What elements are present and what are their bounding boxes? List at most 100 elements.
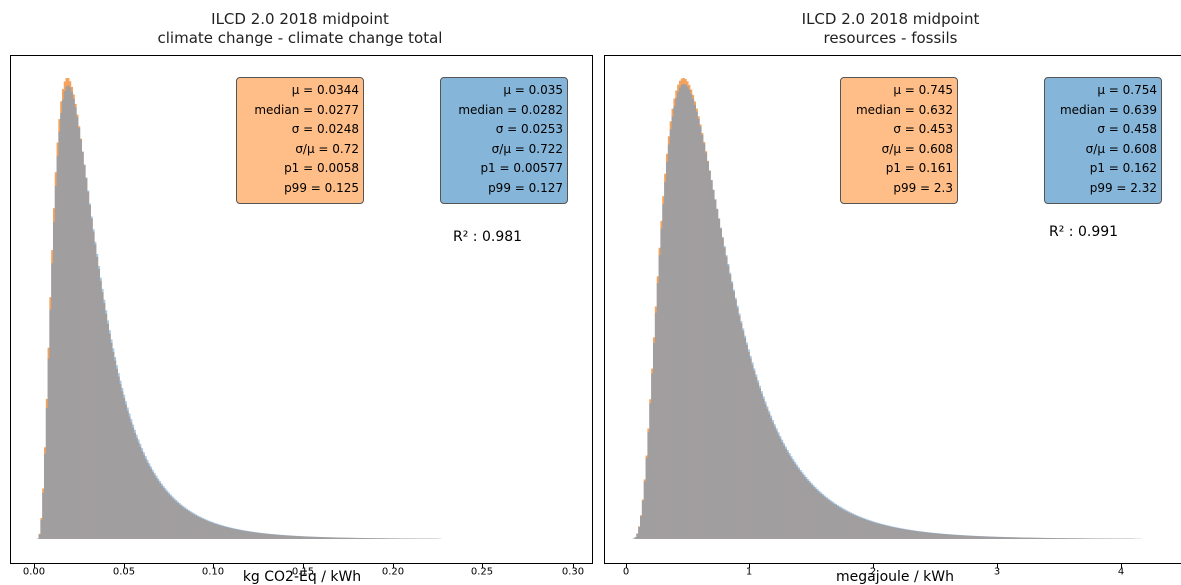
histogram-bar — [1100, 539, 1102, 540]
histogram-bar — [1098, 538, 1100, 539]
histogram-bar — [727, 264, 729, 539]
histogram-bar — [759, 386, 761, 539]
chart-title: ILCD 2.0 2018 midpoint climate change - … — [0, 10, 600, 48]
histogram-bar — [188, 510, 190, 539]
histogram-bar — [879, 523, 881, 539]
histogram-bar — [865, 519, 867, 539]
histogram-bar — [672, 117, 674, 539]
histogram-bar — [105, 310, 107, 539]
histogram-bar — [89, 204, 91, 539]
histogram-bar — [146, 460, 148, 539]
histogram-bar — [805, 477, 807, 539]
x-tick-label: 0 — [623, 567, 629, 578]
x-axis-label: megajoule / kWh — [836, 569, 954, 585]
histogram-bar — [331, 537, 333, 539]
histogram-bar — [807, 479, 809, 539]
histogram-bar — [175, 500, 177, 539]
histogram-bar — [770, 416, 772, 539]
histogram-bar — [1000, 537, 1002, 539]
histogram-bar — [642, 501, 644, 539]
histogram-bar — [950, 534, 952, 539]
histogram-bar — [199, 516, 201, 539]
histogram-bar — [161, 484, 163, 539]
stat-sigma: σ = 0.453 — [845, 120, 953, 140]
histogram-bar — [362, 538, 364, 539]
histogram-bar — [222, 525, 224, 539]
histogram-bar — [85, 177, 87, 539]
histogram-bar — [855, 515, 857, 539]
histogram-bar — [987, 536, 989, 539]
histogram-bar — [866, 519, 868, 539]
histogram-bar — [1019, 537, 1021, 539]
histogram-bar — [272, 534, 274, 539]
histogram-bar — [820, 492, 822, 539]
histogram-bar — [742, 328, 744, 539]
histogram-bar — [96, 254, 98, 539]
chart-title-line1: ILCD 2.0 2018 midpoint — [0, 10, 600, 29]
histogram-bar — [127, 408, 129, 540]
histogram-bar — [245, 531, 247, 539]
histogram-bar — [831, 501, 833, 539]
chart-title-line2: resources - fossils — [600, 29, 1181, 48]
histogram-bar — [957, 535, 959, 539]
histogram-bar — [998, 537, 1000, 539]
histogram-bar — [976, 536, 978, 539]
histogram-bar — [814, 487, 816, 539]
histogram-bar — [1095, 538, 1097, 539]
histogram-bar — [840, 507, 842, 539]
histogram-bar — [357, 538, 359, 539]
histogram-bar — [243, 530, 245, 539]
histogram-bar — [1085, 538, 1087, 539]
histogram-bar — [801, 472, 803, 539]
histogram-bar — [1032, 538, 1034, 539]
histogram-bar — [82, 152, 84, 539]
histogram-bar — [393, 538, 395, 539]
histogram-bar — [824, 496, 826, 539]
histogram-bar — [193, 513, 195, 539]
histogram-bar — [662, 204, 664, 539]
histogram-bar — [152, 470, 154, 539]
histogram-bar — [887, 525, 889, 539]
stat-p1: p1 = 0.0058 — [241, 159, 359, 179]
histogram-bar — [803, 475, 805, 539]
histogram-bar — [776, 428, 778, 539]
chart-panel-climate-change: ILCD 2.0 2018 midpoint climate change - … — [0, 0, 600, 580]
histogram-bar — [900, 528, 902, 539]
histogram-bar — [337, 537, 339, 539]
histogram-bar — [168, 493, 170, 539]
x-axis-label: kg CO2-Eq / kWh — [243, 569, 361, 585]
histogram-bar — [751, 362, 753, 539]
histogram-bar — [922, 532, 924, 539]
histogram-bar — [173, 498, 175, 539]
histogram-bar — [924, 532, 926, 539]
histogram-bar — [92, 229, 94, 539]
histogram-bar — [360, 538, 362, 539]
histogram-bar — [110, 339, 112, 539]
histogram-bar — [1021, 537, 1023, 539]
histogram-bar — [380, 538, 382, 539]
histogram-bar — [376, 538, 378, 539]
histogram-bar — [826, 497, 828, 539]
histogram-bar — [1006, 537, 1008, 539]
histogram-bar — [1009, 537, 1011, 539]
histogram-bar — [898, 528, 900, 539]
histogram-bar — [373, 538, 375, 539]
histogram-bar — [346, 538, 348, 539]
histogram-bar — [261, 533, 263, 539]
histogram-bar — [1022, 537, 1024, 539]
histogram-bar — [891, 526, 893, 539]
histogram-bar — [660, 229, 662, 539]
histogram-bar — [683, 84, 685, 539]
histogram-bar — [889, 526, 891, 539]
histogram-bar — [256, 532, 258, 539]
histogram-bar — [84, 165, 86, 539]
histogram-bar — [816, 489, 818, 539]
histogram-bar — [995, 537, 997, 539]
histogram-bar — [725, 255, 727, 539]
histogram-bar — [139, 444, 141, 539]
histogram-bar — [249, 531, 251, 539]
histogram-bar — [885, 525, 887, 539]
histogram-bar — [670, 129, 672, 539]
histogram-bar — [777, 432, 779, 539]
histogram-bar — [130, 419, 132, 539]
